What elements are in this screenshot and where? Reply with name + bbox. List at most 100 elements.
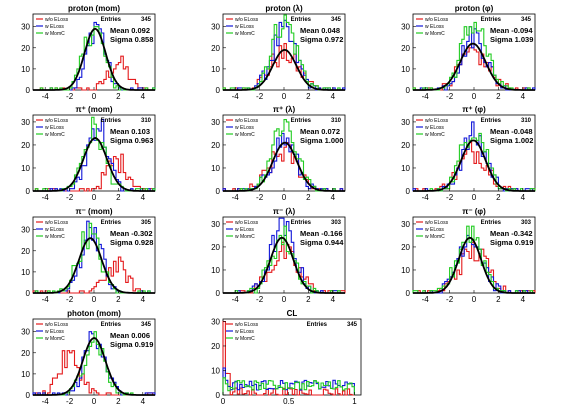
y-tick-label: 0 — [216, 391, 221, 400]
panel-title: π⁺ (φ) — [462, 105, 486, 114]
panel-title: π⁺ (λ) — [273, 105, 296, 114]
y-tick-label: 10 — [401, 65, 410, 74]
x-tick-label: -4 — [42, 397, 50, 406]
y-tick-label: 0 — [216, 86, 221, 95]
gaussian-fit-curve — [223, 236, 345, 294]
sigma-value: Sigma 0.919 — [110, 340, 153, 349]
x-tick-label: 4 — [141, 295, 146, 304]
green-legend-entry: w MomC — [235, 31, 255, 37]
red-histogram — [412, 43, 535, 91]
x-tick-label: 0 — [92, 295, 97, 304]
red-histogram — [222, 320, 355, 396]
mean-value: Mean 0.092 — [110, 26, 150, 35]
y-tick-label: 30 — [21, 226, 30, 235]
x-tick-label: 4 — [331, 193, 336, 202]
red-legend-entry: w/o ELoss — [45, 17, 69, 23]
y-tick-label: 10 — [211, 366, 220, 375]
entries-value: 303 — [331, 220, 342, 226]
red-histogram — [33, 153, 155, 192]
entries-value: 345 — [331, 17, 342, 23]
mean-value: Mean 0.072 — [300, 127, 340, 136]
y-tick-label: 0 — [406, 86, 411, 95]
panel-title: photon (mom) — [67, 309, 121, 318]
y-tick-label: 20 — [211, 342, 220, 351]
red-histogram — [222, 142, 345, 192]
blue-legend-entry: w ELoss — [235, 125, 254, 131]
sigma-value: Sigma 1.000 — [300, 136, 343, 145]
green-legend-entry: w MomC — [235, 336, 255, 342]
red-histogram — [33, 350, 155, 396]
y-tick-label: 30 — [21, 118, 30, 127]
panel-title: π⁻ (λ) — [273, 207, 296, 216]
gaussian-fit-curve — [33, 27, 155, 91]
x-tick-label: 4 — [141, 92, 146, 101]
x-tick-label: 2 — [306, 92, 311, 101]
entries-label: Entries — [101, 322, 122, 328]
green-legend-entry: w MomC — [235, 234, 255, 240]
green-legend-entry: w MomC — [425, 31, 445, 37]
entries-value: 345 — [141, 17, 152, 23]
green-legend-entry: w MomC — [45, 336, 65, 342]
sigma-value: Sigma 0.963 — [110, 136, 153, 145]
gaussian-fit-curve — [413, 42, 535, 91]
red-histogram — [413, 142, 536, 192]
mean-value: Mean 0.048 — [300, 26, 340, 35]
x-tick-label: -4 — [42, 295, 50, 304]
blue-legend-entry: w ELoss — [45, 24, 64, 30]
red-legend-entry: w/o ELoss — [235, 220, 259, 226]
panel-title: π⁻ (mom) — [75, 207, 112, 216]
blue-legend-entry: w ELoss — [425, 227, 444, 233]
x-tick-label: 2 — [116, 295, 121, 304]
sigma-value: Sigma 1.039 — [490, 35, 533, 44]
blue-legend-entry: w ELoss — [425, 125, 444, 131]
y-tick-label: 20 — [21, 349, 30, 358]
entries-label: Entries — [307, 322, 328, 328]
mean-value: Mean 0.103 — [110, 127, 150, 136]
x-tick-label: -4 — [422, 295, 430, 304]
panel-title: proton (φ) — [455, 4, 494, 13]
y-tick-label: 30 — [401, 23, 410, 32]
y-tick-label: 0 — [26, 86, 31, 95]
red-legend-entry: w/o ELoss — [235, 17, 259, 23]
blue-legend-entry: w ELoss — [425, 24, 444, 30]
y-tick-label: 10 — [211, 266, 220, 275]
y-tick-label: 10 — [211, 164, 220, 173]
x-tick-label: 0 — [472, 92, 477, 101]
red-histogram — [223, 241, 346, 294]
entries-label: Entries — [101, 220, 122, 226]
gaussian-fit-curve — [413, 236, 535, 294]
x-tick-label: -2 — [446, 193, 454, 202]
blue-histogram — [222, 367, 355, 395]
panel-title: CL — [287, 309, 298, 318]
x-tick-label: 0 — [472, 295, 477, 304]
y-tick-label: 20 — [211, 141, 220, 150]
mean-value: Mean -0.094 — [490, 26, 533, 35]
entries-value: 345 — [521, 17, 532, 23]
y-tick-label: 0 — [406, 187, 411, 196]
x-tick-label: 2 — [496, 193, 501, 202]
red-legend-entry: w/o ELoss — [45, 220, 69, 226]
panel-title: π⁻ (φ) — [462, 207, 486, 216]
x-tick-label: 2 — [116, 92, 121, 101]
x-tick-label: 0.5 — [283, 397, 295, 406]
entries-label: Entries — [481, 17, 502, 23]
y-tick-label: 0 — [216, 289, 221, 298]
y-tick-label: 20 — [21, 44, 30, 53]
y-tick-label: 0 — [406, 289, 411, 298]
y-tick-label: 10 — [21, 268, 30, 277]
y-tick-label: 30 — [211, 118, 220, 127]
mean-value: Mean -0.342 — [490, 229, 533, 238]
entries-label: Entries — [101, 118, 122, 124]
blue-legend-entry: w ELoss — [45, 329, 64, 335]
gaussian-fit-curve — [223, 48, 345, 91]
x-tick-label: 0 — [472, 193, 477, 202]
x-tick-label: 2 — [306, 193, 311, 202]
entries-label: Entries — [291, 220, 312, 226]
